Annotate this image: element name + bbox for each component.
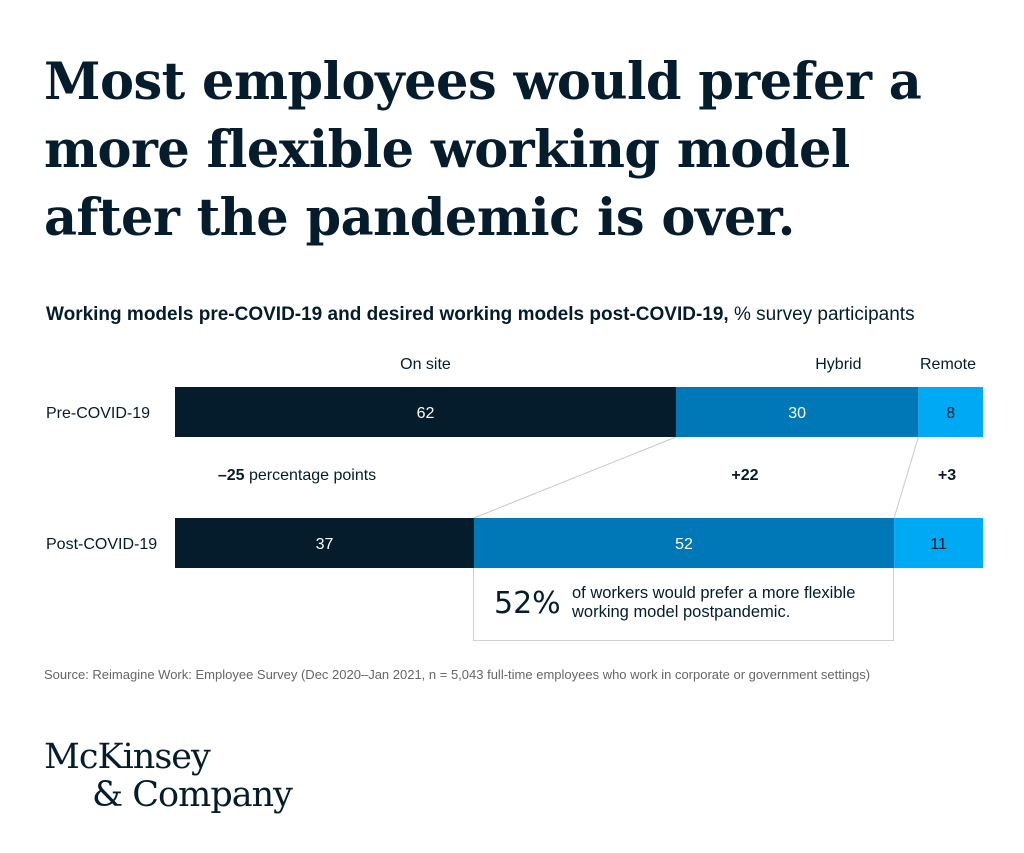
- connector-line-2: [893, 436, 919, 519]
- bar-post-covid-19-on-site: [175, 518, 474, 568]
- source-note: Source: Reimagine Work: Employee Survey …: [44, 667, 871, 682]
- data-label-post-covid-19-remote: 11: [930, 536, 947, 553]
- callout-box: 52% of workers would prefer a more flexi…: [473, 568, 894, 641]
- data-label-pre-covid-19-on-site: 62: [417, 405, 435, 422]
- chart-subtitle-bold: Working models pre-COVID-19 and desired …: [46, 304, 729, 325]
- change-label-remote: +3: [938, 467, 956, 484]
- category-label-post-covid-19: Post-COVID-19: [46, 536, 157, 553]
- change-label-hybrid: +22: [731, 467, 758, 484]
- data-label-pre-covid-19-remote: 8: [946, 405, 955, 422]
- chart-subtitle: Working models pre-COVID-19 and desired …: [46, 304, 915, 326]
- legend-hybrid: Hybrid: [815, 356, 861, 373]
- category-label-pre-covid-19: Pre-COVID-19: [46, 405, 150, 422]
- logo-line-1: McKinsey: [44, 737, 211, 777]
- data-label-post-covid-19-on-site: 37: [316, 536, 334, 553]
- data-label-post-covid-19-hybrid: 52: [675, 536, 693, 553]
- bar-post-covid-19-hybrid: [473, 518, 895, 568]
- connector-line-1: [473, 436, 677, 519]
- headline: Most employees would prefer a more flexi…: [44, 52, 922, 248]
- change-value-hybrid: +22: [731, 467, 758, 484]
- change-suffix-on-site: percentage points: [245, 467, 377, 484]
- stacked-bar-chart: 62 30 8 Pre-COVID-19 37 52 11 Post-COVID-19 On s…: [46, 356, 983, 568]
- change-value-remote: +3: [938, 467, 956, 484]
- legend-remote: Remote: [920, 356, 976, 373]
- mckinsey-logo: McKinsey & Company: [44, 737, 293, 815]
- logo-line-2: & Company: [92, 775, 293, 815]
- change-value-on-site: –25: [218, 467, 245, 484]
- chart-subtitle-unit: % survey participants: [728, 304, 915, 325]
- callout-value: 52%: [494, 586, 561, 621]
- bar-pre-covid-19-remote: [918, 387, 983, 437]
- legend-on-site: On site: [400, 356, 451, 373]
- data-label-pre-covid-19-hybrid: 30: [788, 405, 806, 422]
- callout-text: of workers would prefer a more flexible …: [572, 584, 856, 621]
- change-label-on-site: –25 percentage points: [218, 467, 376, 484]
- bar-post-covid-19-remote: [894, 518, 983, 568]
- bar-pre-covid-19-on-site: [175, 387, 676, 437]
- bar-pre-covid-19-hybrid: [675, 387, 919, 437]
